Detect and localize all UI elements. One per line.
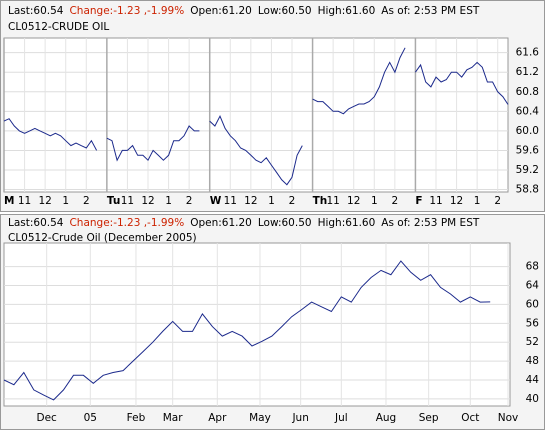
x-tick-label: Tu: [107, 195, 120, 207]
chart-title: CL0512-Crude Oil (December 2005): [8, 232, 197, 244]
quote-field: As of: 2:53 PM EST: [381, 5, 480, 17]
x-tick-label: 1: [474, 195, 481, 207]
y-tick-label: 52: [526, 336, 539, 348]
quote-field: Last:60.54: [8, 5, 64, 17]
x-tick-label: 05: [84, 412, 97, 424]
x-tick-label: 11: [326, 195, 339, 207]
y-tick-label: 44: [526, 374, 540, 386]
x-tick-label: 12: [450, 195, 463, 207]
plot-area: [3, 242, 511, 407]
y-tick-label: 60: [526, 298, 539, 310]
quote-field: High:61.60: [318, 217, 376, 229]
x-tick-label: Feb: [127, 412, 146, 424]
x-tick-label: 2: [494, 195, 501, 207]
x-tick-label: Apr: [208, 412, 227, 424]
x-tick-label: Oct: [461, 412, 479, 424]
y-tick-label: 40: [526, 393, 539, 405]
x-tick-label: 11: [18, 195, 31, 207]
x-tick-label: 2: [392, 195, 399, 207]
x-tick-label: 12: [244, 195, 257, 207]
x-tick-label: 2: [186, 195, 193, 207]
y-tick-label: 56: [526, 317, 540, 329]
quote-field: Open:61.20: [190, 217, 252, 229]
x-tick-label: W: [210, 195, 222, 207]
x-tick-label: F: [415, 195, 422, 207]
quote-header: Last:60.54 Change:-1.23 ,-1.99% Open:61.20…: [8, 217, 480, 229]
plot-area: [3, 37, 509, 193]
x-tick-label: 11: [429, 195, 442, 207]
y-tick-label: 60.0: [516, 125, 539, 137]
quote-field: Open:61.20: [190, 5, 252, 17]
x-tick-label: Dec: [36, 412, 57, 424]
x-tick-label: 1: [165, 195, 172, 207]
x-tick-label: 12: [347, 195, 360, 207]
x-tick-label: Sep: [419, 412, 439, 424]
x-tick-label: 12: [38, 195, 51, 207]
x-tick-label: M: [4, 195, 14, 207]
y-tick-label: 58.8: [516, 184, 539, 196]
quote-field: Last:60.54: [8, 217, 64, 229]
x-tick-label: Aug: [376, 412, 397, 424]
x-tick-label: 11: [121, 195, 134, 207]
x-tick-label: 1: [62, 195, 69, 207]
chart-title: CL0512-CRUDE OIL: [8, 21, 109, 33]
y-tick-label: 61.2: [516, 66, 539, 78]
x-tick-label: Jul: [334, 412, 348, 424]
quote-field: Change:-1.23 ,-1.99%: [69, 5, 184, 17]
quote-field: High:61.60: [318, 5, 376, 17]
quote-field: As of: 2:53 PM EST: [381, 217, 480, 229]
quote-field: Change:-1.23 ,-1.99%: [69, 217, 184, 229]
x-tick-label: 1: [268, 195, 275, 207]
x-tick-label: 2: [289, 195, 296, 207]
y-tick-label: 64: [526, 280, 540, 292]
quote-field: Low:60.50: [258, 5, 312, 17]
y-tick-label: 48: [526, 355, 539, 367]
x-tick-label: Th: [313, 195, 328, 207]
price-line: [3, 260, 491, 401]
x-tick-label: 2: [83, 195, 90, 207]
quote-header: Last:60.54 Change:-1.23 ,-1.99% Open:61.20…: [8, 5, 480, 17]
x-tick-label: Nov: [498, 412, 519, 424]
y-tick-label: 60.4: [516, 105, 540, 117]
quote-field: Low:60.50: [258, 217, 312, 229]
price-line: [3, 47, 509, 186]
x-tick-label: May: [249, 412, 271, 424]
y-tick-label: 59.2: [516, 164, 539, 176]
x-tick-label: Jun: [291, 412, 308, 424]
y-tick-label: 59.6: [516, 144, 540, 156]
y-tick-label: 60.8: [516, 86, 539, 98]
x-tick-label: 12: [141, 195, 154, 207]
y-tick-label: 68: [526, 261, 539, 273]
x-tick-label: 11: [224, 195, 237, 207]
y-tick-label: 61.6: [516, 47, 540, 59]
x-tick-label: Mar: [163, 412, 183, 424]
x-tick-label: 1: [371, 195, 378, 207]
